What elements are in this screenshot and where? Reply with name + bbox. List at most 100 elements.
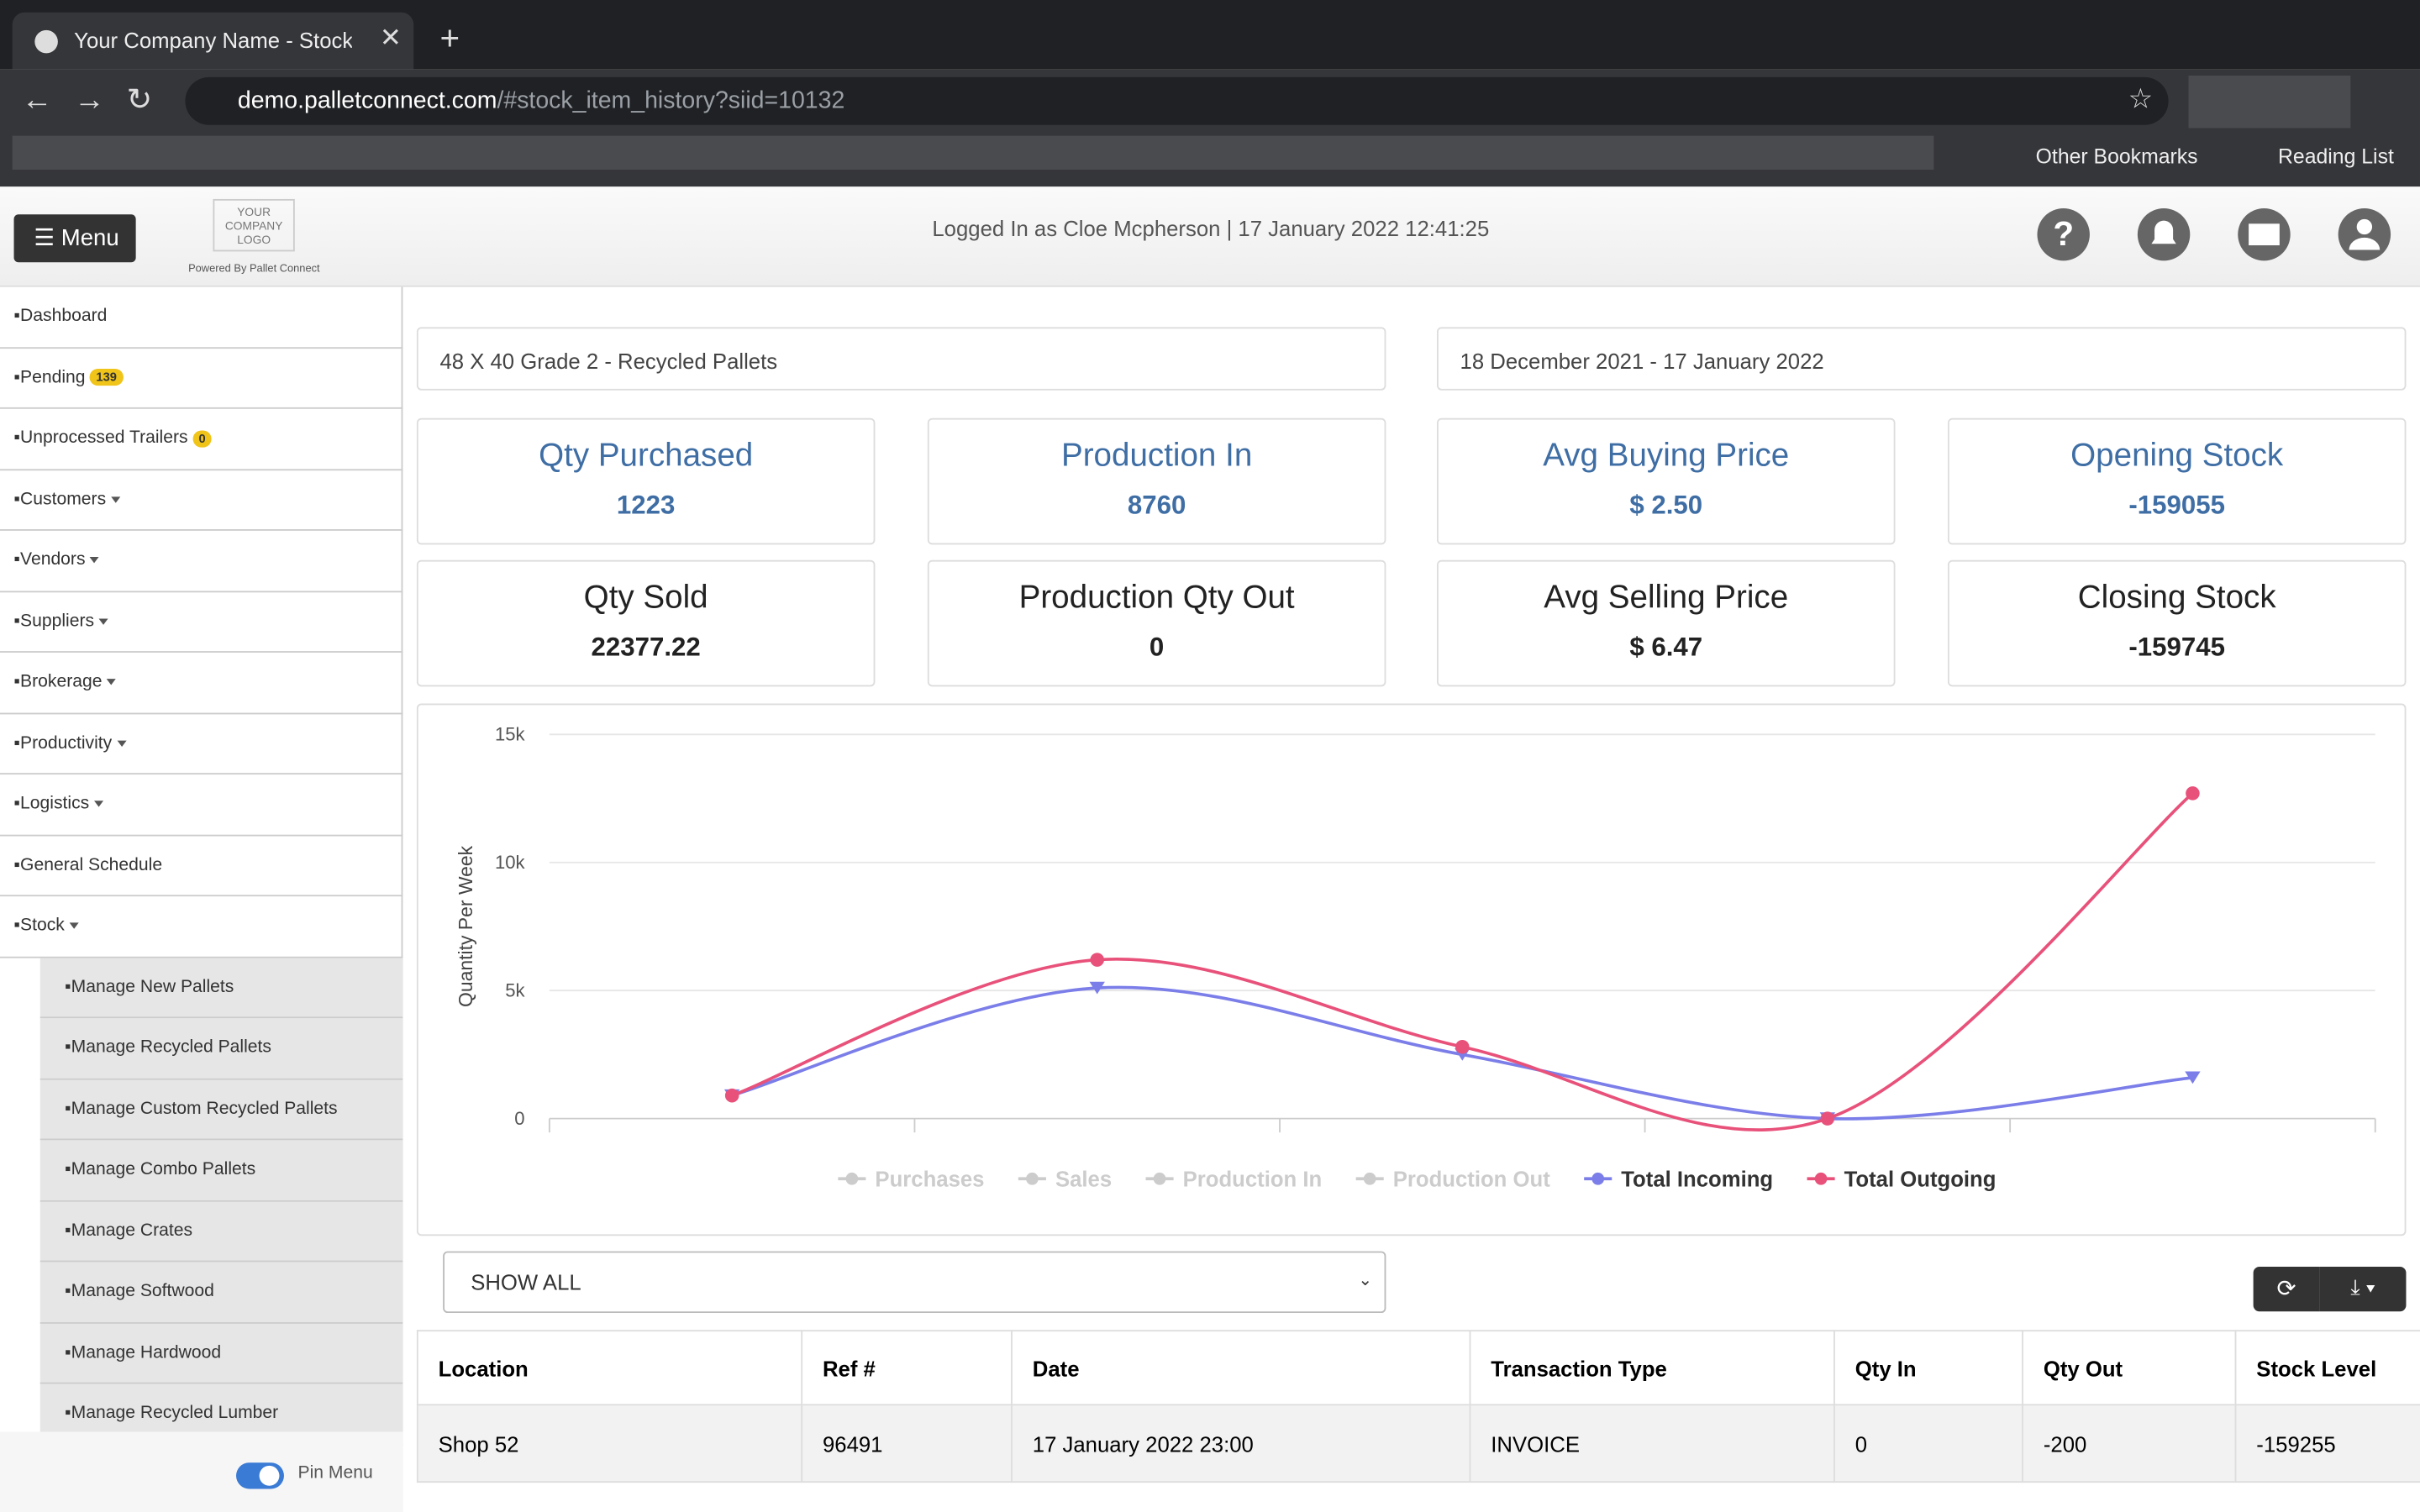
sidebar-label: Manage Recycled Lumber xyxy=(71,1404,279,1423)
sidebar-subitem[interactable]: ▪ Manage Softwood xyxy=(39,1262,403,1323)
sidebar-subitem[interactable]: ▪ Manage Combo Pallets xyxy=(39,1140,403,1201)
legend-marker xyxy=(1814,1172,1828,1185)
sidebar-item[interactable]: ▪ Unprocessed Trailers 0 xyxy=(0,409,403,470)
sidebar-subitem[interactable]: ▪ Manage New Pallets xyxy=(39,957,403,1019)
legend-label[interactable]: Purchases xyxy=(875,1168,984,1191)
tab-close[interactable]: ✕ xyxy=(379,23,402,53)
sidebar-item[interactable]: ▪ Dashboard xyxy=(0,287,403,349)
sidebar-item[interactable]: ▪ Suppliers xyxy=(0,591,403,653)
sidebar-label: General Schedule xyxy=(20,855,163,874)
stat-title: Qty Purchased xyxy=(539,438,754,474)
bookmark[interactable]: Reading List xyxy=(2278,144,2394,169)
stat-card: Qty Purchased 1223 xyxy=(416,417,876,545)
cell: 96491 xyxy=(801,1404,1013,1483)
sidebar-item[interactable]: ▪ Stock xyxy=(0,896,403,958)
url-path: /#stock_item_history?siid=10132 xyxy=(497,87,845,114)
stat-title: Avg Selling Price xyxy=(1544,580,1789,616)
column-header[interactable]: Transaction Type xyxy=(1469,1330,1835,1406)
badge: 0 xyxy=(192,429,212,448)
sidebar-label: Manage Softwood xyxy=(71,1282,214,1301)
profile-area[interactable] xyxy=(2188,75,2351,129)
stat-value: -159055 xyxy=(2128,491,2225,520)
column-header[interactable]: Location xyxy=(416,1330,803,1406)
legend-label[interactable]: Production Out xyxy=(1393,1168,1550,1191)
series-line xyxy=(731,792,2194,1131)
sidebar-label: Brokerage xyxy=(20,673,116,691)
bookmarks-bar xyxy=(12,135,1934,171)
sidebar-label: Manage Hardwood xyxy=(71,1343,222,1362)
sidebar-item[interactable]: ▪ Brokerage xyxy=(0,653,403,714)
legend-marker xyxy=(1591,1172,1605,1185)
sidebar-subitem[interactable]: ▪ Manage Hardwood xyxy=(39,1322,403,1384)
nav-buttons[interactable]: ←→↻ xyxy=(21,83,175,118)
legend-label[interactable]: Production In xyxy=(1183,1168,1323,1191)
refresh-button[interactable]: ⟳ xyxy=(2253,1266,2320,1312)
menu-button[interactable]: ☰ Menu xyxy=(13,214,136,263)
sidebar-label: Manage Custom Recycled Pallets xyxy=(71,1100,338,1119)
sidebar-item[interactable]: ▪ Customers xyxy=(0,470,403,531)
stat-value: $ 6.47 xyxy=(1629,633,1703,662)
download-button[interactable]: ⤓ ▾ xyxy=(2319,1266,2407,1312)
status: Logged In as Cloe Mcpherson | 17 January… xyxy=(932,216,1490,241)
date-filter[interactable]: 18 December 2021 - 17 January 2022 xyxy=(1436,327,2407,391)
cell: -159255 xyxy=(2234,1404,2420,1483)
cell: 0 xyxy=(1833,1404,2023,1483)
sidebar-label: Manage Recycled Pallets xyxy=(71,1038,271,1058)
item-filter[interactable]: 48 X 40 Grade 2 - Recycled Pallets xyxy=(416,327,1386,391)
stat-card: Production In 8760 xyxy=(927,417,1386,545)
y-tick-label: 10k xyxy=(495,852,526,873)
stat-card: Opening Stock -159055 xyxy=(1947,417,2407,545)
new-tab[interactable]: + xyxy=(439,18,460,57)
sidebar-label: Manage Combo Pallets xyxy=(71,1160,256,1179)
point xyxy=(2185,1071,2201,1084)
sidebar-label: Vendors xyxy=(20,551,99,570)
y-tick-label: 5k xyxy=(505,980,525,1001)
pin-panel xyxy=(0,1431,403,1512)
sidebar-item[interactable]: ▪ General Schedule xyxy=(0,836,403,897)
stat-card: Closing Stock -159745 xyxy=(1947,559,2407,687)
column-header[interactable]: Date xyxy=(1011,1330,1471,1406)
sidebar-label: Stock xyxy=(20,916,78,935)
stat-title: Qty Sold xyxy=(583,580,708,616)
stat-title: Production In xyxy=(1060,438,1253,474)
row-filter[interactable]: SHOW ALL xyxy=(443,1251,1386,1314)
y-axis-label: Quantity Per Week xyxy=(455,845,476,1007)
column-header[interactable]: Qty Out xyxy=(2022,1330,2237,1406)
sidebar-subitem[interactable]: ▪ Manage Crates xyxy=(39,1200,403,1263)
sidebar-label: Manage Crates xyxy=(71,1221,193,1241)
point xyxy=(724,1088,739,1103)
bookmark[interactable]: Other Bookmarks xyxy=(2035,144,2198,169)
legend-label[interactable]: Total Outgoing xyxy=(1844,1168,1996,1191)
sidebar-item[interactable]: ▪ Logistics xyxy=(0,774,403,836)
column-header[interactable]: Qty In xyxy=(1833,1330,2023,1406)
tab[interactable]: Your Company Name - Stock It ✕ xyxy=(12,12,414,70)
y-tick-label: 15k xyxy=(495,724,526,745)
sidebar-label: Productivity xyxy=(20,734,126,753)
cell: 17 January 2022 23:00 xyxy=(1011,1404,1471,1483)
header-icons[interactable]: ? xyxy=(2034,205,2392,264)
address-bar[interactable]: demo.palletconnect.com/#stock_item_histo… xyxy=(185,76,2169,125)
sidebar-label: Logistics xyxy=(20,795,103,813)
sidebar-item[interactable]: ▪ Productivity xyxy=(0,713,403,775)
sidebar-subitem[interactable]: ▪ Manage Recycled Pallets xyxy=(39,1018,403,1079)
stat-card: Qty Sold 22377.22 xyxy=(416,559,876,687)
sidebar-subitem[interactable]: ▪ Manage Custom Recycled Pallets xyxy=(39,1079,403,1141)
sidebar-item[interactable]: ▪ Pending 139 xyxy=(0,348,403,409)
legend-label[interactable]: Total Incoming xyxy=(1621,1168,1773,1191)
stat-title: Opening Stock xyxy=(2070,438,2284,474)
legend-label[interactable]: Sales xyxy=(1055,1168,1112,1191)
url-host: demo.palletconnect.com xyxy=(237,87,497,114)
column-header[interactable]: Stock Level xyxy=(2234,1330,2420,1406)
stat-value: 1223 xyxy=(616,491,676,520)
cell: Shop 52 xyxy=(416,1404,803,1483)
column-header[interactable]: Ref # xyxy=(801,1330,1013,1406)
stat-title: Avg Buying Price xyxy=(1543,438,1790,474)
pin-label: Pin Menu xyxy=(297,1464,373,1483)
stat-card: Avg Selling Price $ 6.47 xyxy=(1436,559,1896,687)
sidebar-item[interactable]: ▪ Vendors xyxy=(0,531,403,592)
point xyxy=(2186,786,2200,801)
sidebar xyxy=(0,286,403,1512)
stat-value: 8760 xyxy=(1127,491,1186,520)
select-caret: ⌄ xyxy=(1358,1271,1373,1290)
